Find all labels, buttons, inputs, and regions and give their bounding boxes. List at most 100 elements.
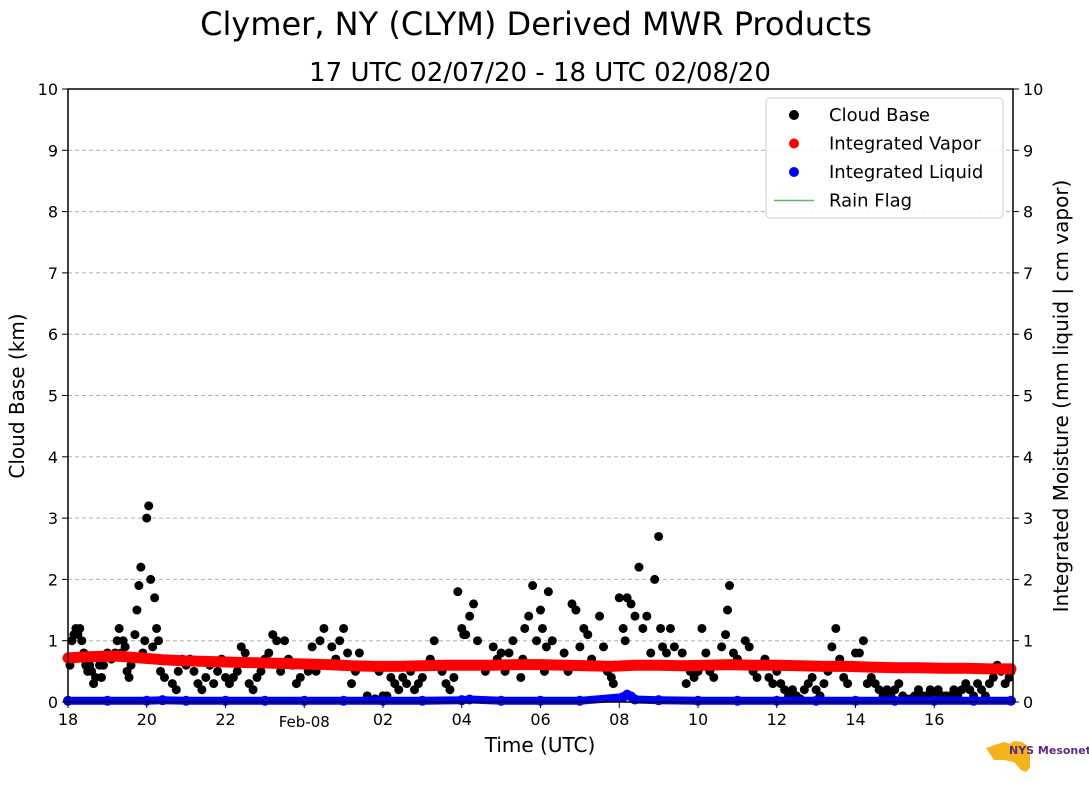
liquid-point [630, 694, 640, 705]
vapor-point [204, 656, 215, 667]
cloud-base-point [654, 531, 664, 541]
cloud-base-point [256, 666, 266, 676]
cloud-base-point [132, 605, 142, 615]
y-tick-label-left: 6 [48, 325, 58, 344]
cloud-base-point [630, 611, 640, 621]
vapor-point [795, 660, 806, 671]
y-tick-label-left: 10 [38, 80, 58, 99]
cloud-base-point [197, 685, 207, 695]
cloud-base-point [473, 636, 482, 646]
legend-box [765, 97, 1004, 219]
liquid-point [811, 695, 822, 706]
y-tick-label-left: 7 [48, 264, 58, 283]
integrated-liquid-band [64, 690, 1015, 705]
y-tick-label-left: 8 [48, 203, 58, 222]
liquid-point [1006, 695, 1017, 706]
cloud-base-point [209, 679, 219, 689]
vapor-point [393, 661, 404, 672]
cloud-base-point [465, 611, 475, 621]
cloud-base-point [339, 623, 349, 633]
cloud-base-point [831, 623, 841, 633]
cloud-base-point [232, 666, 242, 676]
liquid-point [771, 695, 782, 706]
cloud-base-point [701, 648, 711, 658]
legend-swatch-dot [789, 110, 799, 120]
x-tick-label: Feb-08 [279, 713, 330, 731]
vapor-point [181, 655, 192, 666]
cloud-base-point [717, 642, 727, 652]
x-tick-label: 20 [137, 710, 157, 729]
cloud-base-point [315, 636, 325, 646]
vapor-point [252, 657, 262, 668]
vapor-point [110, 651, 121, 662]
cloud-base-point [768, 679, 778, 689]
cloud-base-point [642, 611, 652, 621]
cloud-base-point [894, 679, 904, 689]
vapor-point [724, 659, 735, 670]
chart-title: Clymer, NY (CLYM) Derived MWR Products [200, 5, 872, 43]
vapor-point [677, 660, 688, 671]
cloud-base-point [620, 636, 630, 646]
cloud-base-point [575, 642, 585, 652]
cloud-base-point [634, 562, 644, 572]
cloud-base-point [469, 599, 479, 609]
vapor-point [1006, 663, 1017, 674]
logo-text: NYS Mesonet [1009, 744, 1089, 757]
cloud-base-point [571, 605, 581, 615]
cloud-base-point [723, 605, 733, 615]
cloud-base-point [248, 685, 258, 695]
legend-label: Integrated Liquid [829, 162, 983, 183]
cloud-base-point [429, 636, 439, 646]
vapor-point [464, 660, 475, 671]
cloud-base-point [75, 623, 85, 633]
cloud-base-point [130, 630, 140, 640]
vapor-point [370, 661, 381, 672]
legend-swatch-dot [789, 138, 799, 149]
cloud-base-point [276, 666, 286, 676]
cloud-base-point [189, 666, 199, 676]
series-integrated-vapor [62, 650, 1017, 675]
nys-mesonet-logo: NYS Mesonet [986, 741, 1089, 772]
liquid-point [732, 695, 743, 706]
vapor-point [559, 660, 570, 671]
vapor-point [771, 660, 782, 671]
cloud-base-point [140, 636, 150, 646]
cloud-base-point [148, 642, 158, 652]
legend-label: Rain Flag [829, 191, 912, 212]
vapor-point [86, 651, 97, 662]
cloud-base-point [858, 636, 868, 646]
y-tick-label-left: 0 [48, 693, 58, 712]
vapor-point [511, 659, 522, 670]
liquid-point [259, 695, 270, 706]
vapor-point [275, 658, 286, 669]
legend-swatch-dot [789, 167, 799, 177]
plot-area [62, 501, 1017, 706]
vapor-point [960, 663, 971, 674]
liquid-point [653, 695, 664, 706]
chart-subtitle: 17 UTC 02/07/20 - 18 UTC 02/08/20 [309, 58, 771, 88]
vapor-point [322, 659, 333, 670]
x-tick-label: 22 [215, 710, 235, 729]
cloud-base-point [677, 648, 687, 658]
vapor-point [157, 654, 168, 665]
vapor-point [700, 660, 711, 671]
y-axis-left: 0 1 2 3 4 5 6 7 8 9 10 [38, 80, 68, 712]
cloud-base-point [272, 636, 282, 646]
cloud-base-point [144, 501, 154, 511]
vapor-point [630, 660, 640, 671]
cloud-base-point [638, 623, 648, 633]
liquid-point [889, 695, 900, 706]
cloud-base-point [159, 672, 169, 682]
cloud-base-point [496, 648, 506, 658]
cloud-base-point [650, 574, 660, 584]
cloud-base-point [124, 672, 134, 682]
cloud-base-point [854, 648, 864, 658]
cloud-base-point [335, 636, 345, 646]
cloud-base-point [343, 648, 353, 658]
liquid-point [693, 695, 703, 706]
x-axis: 18 20 22 Feb-08 02 04 06 08 10 12 14 16 [58, 702, 944, 731]
cloud-base-point [536, 605, 545, 615]
cloud-base-point [504, 648, 514, 658]
cloud-base-point [547, 636, 557, 646]
cloud-base-point [114, 623, 124, 633]
